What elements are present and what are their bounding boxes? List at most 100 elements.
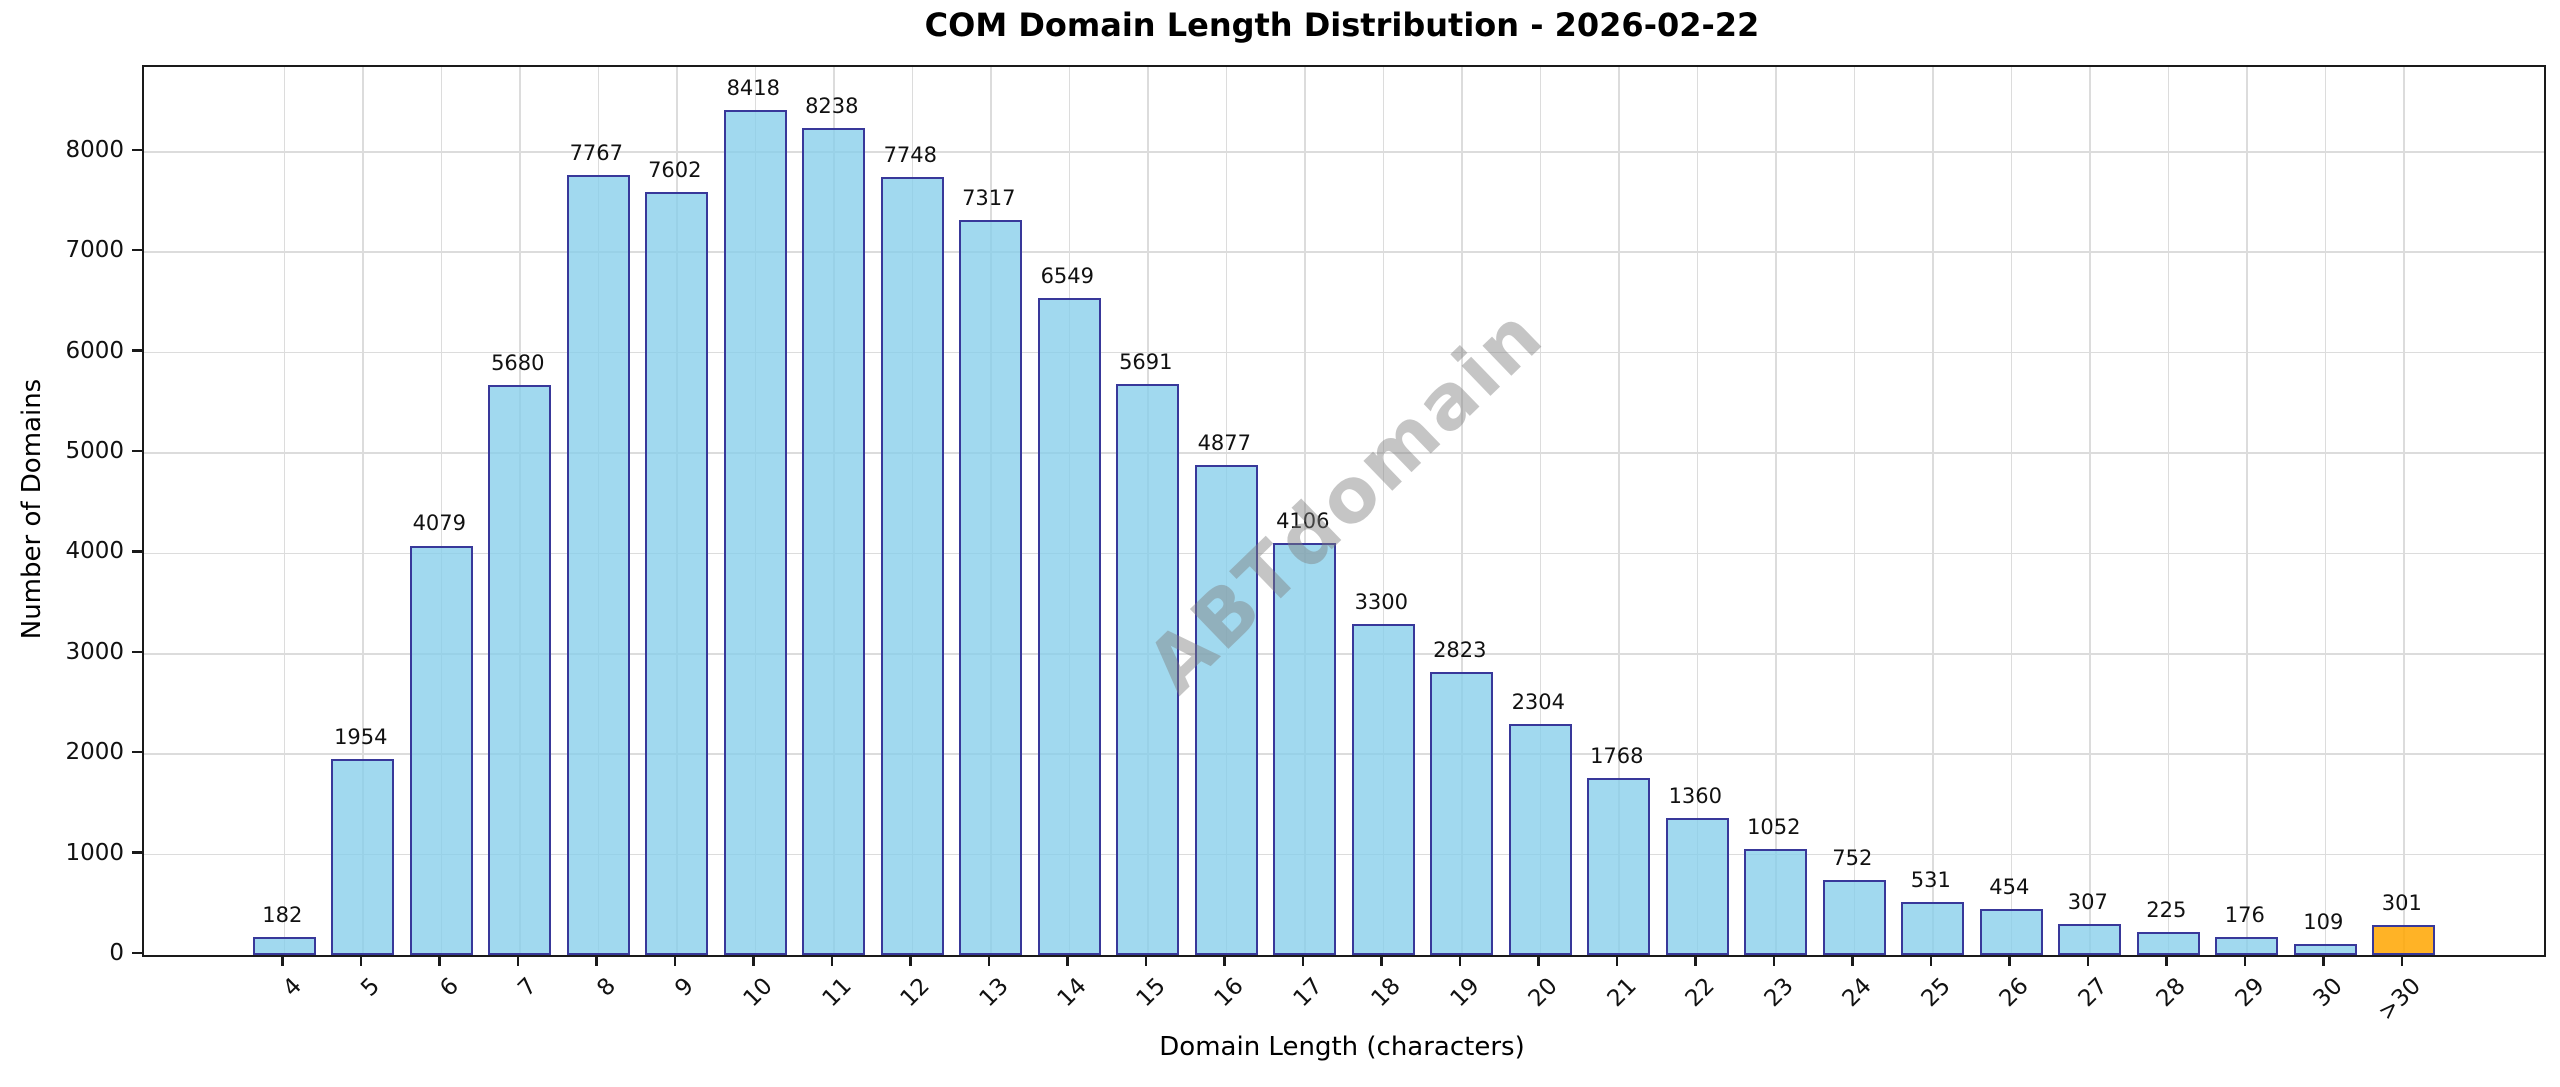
bar-value-label: 752 bbox=[1832, 845, 1873, 870]
x-tick-label: 21 bbox=[1602, 973, 1642, 1013]
y-gridline bbox=[144, 753, 2544, 755]
x-gridline bbox=[2324, 67, 2327, 955]
bar-value-label: 182 bbox=[262, 902, 303, 927]
bar bbox=[2215, 937, 2279, 955]
bar-value-label: 109 bbox=[2303, 910, 2344, 935]
y-tick-label: 1000 bbox=[65, 839, 124, 866]
x-tick-mark bbox=[1066, 955, 1069, 966]
bar bbox=[1744, 849, 1808, 955]
bar bbox=[1508, 723, 1572, 955]
x-tick-mark bbox=[438, 955, 441, 966]
x-tick-label: 26 bbox=[1994, 973, 2034, 1013]
x-tick-label: 8 bbox=[591, 973, 621, 1002]
y-tick-label: 2000 bbox=[65, 739, 124, 766]
y-gridline bbox=[144, 452, 2544, 454]
x-gridline bbox=[2010, 67, 2013, 955]
x-gridline bbox=[2089, 67, 2091, 955]
y-tick-label: 7000 bbox=[65, 237, 124, 264]
x-gridline bbox=[1696, 67, 1699, 955]
x-gridline bbox=[1618, 67, 1620, 955]
x-tick-mark bbox=[281, 955, 284, 966]
x-tick-mark bbox=[1537, 955, 1540, 966]
bar bbox=[1037, 297, 1101, 955]
bar-value-label: 7748 bbox=[883, 143, 938, 168]
bar bbox=[1430, 671, 1494, 955]
bar-value-label: 4106 bbox=[1276, 508, 1330, 533]
y-tick-label: 8000 bbox=[65, 136, 124, 163]
bar bbox=[1273, 542, 1337, 955]
bar bbox=[2136, 932, 2200, 955]
x-tick-label: 14 bbox=[1052, 973, 1092, 1013]
bar-value-label: 1954 bbox=[334, 724, 388, 749]
x-tick-label: 11 bbox=[817, 973, 857, 1013]
y-gridline bbox=[144, 653, 2544, 655]
y-gridline bbox=[144, 251, 2544, 253]
x-tick-label: 25 bbox=[1916, 973, 1956, 1013]
bar-value-label: 531 bbox=[1910, 867, 1951, 892]
x-tick-label: 20 bbox=[1523, 973, 1563, 1013]
x-gridline bbox=[1382, 67, 1385, 955]
y-tick-label: 4000 bbox=[65, 538, 124, 565]
x-tick-mark bbox=[1144, 955, 1148, 966]
x-gridline bbox=[362, 67, 364, 955]
x-tick-mark bbox=[2322, 955, 2325, 966]
x-tick-mark bbox=[2008, 955, 2011, 966]
bar-value-label: 3300 bbox=[1354, 589, 1409, 614]
x-tick-label: 29 bbox=[2230, 973, 2270, 1013]
bar bbox=[880, 177, 944, 955]
y-axis-title: Number of Domains bbox=[17, 378, 47, 640]
x-tick-label: 6 bbox=[434, 973, 464, 1002]
x-tick-label: 10 bbox=[738, 973, 778, 1013]
bar-value-label: 7602 bbox=[648, 157, 702, 182]
x-axis-title: Domain Length (characters) bbox=[1159, 1032, 1525, 1062]
x-tick-mark bbox=[595, 955, 598, 966]
x-tick-label: 18 bbox=[1366, 973, 1406, 1013]
x-tick-label: 7 bbox=[513, 973, 543, 1002]
x-tick-mark bbox=[673, 955, 677, 966]
bar-value-label: 5680 bbox=[491, 350, 545, 375]
bar-value-label: 1768 bbox=[1590, 743, 1644, 768]
bar-value-label: 7767 bbox=[569, 141, 624, 166]
x-tick-label: 17 bbox=[1288, 973, 1328, 1013]
y-gridline bbox=[144, 351, 2544, 354]
bar bbox=[1587, 777, 1651, 955]
bar-value-label: 4079 bbox=[412, 511, 467, 536]
bar-value-label: 1360 bbox=[1668, 784, 1723, 809]
x-tick-label: 12 bbox=[895, 973, 935, 1013]
bar-value-label: 307 bbox=[2067, 890, 2108, 915]
bar bbox=[2058, 924, 2122, 955]
x-tick-mark bbox=[1301, 955, 1305, 966]
x-gridline bbox=[1539, 67, 1542, 955]
x-tick-mark bbox=[1694, 955, 1697, 966]
y-tick-mark bbox=[132, 851, 142, 854]
y-gridline bbox=[144, 552, 2544, 555]
bar-value-label: 301 bbox=[2381, 890, 2422, 915]
bar bbox=[1665, 818, 1729, 955]
y-gridline bbox=[144, 853, 2544, 856]
y-gridline bbox=[144, 151, 2544, 153]
bar bbox=[252, 936, 316, 955]
bar-value-label: 6549 bbox=[1040, 263, 1095, 288]
x-gridline bbox=[1853, 67, 1856, 955]
bar-value-label: 2304 bbox=[1511, 689, 1566, 714]
x-tick-mark bbox=[1772, 955, 1776, 966]
x-gridline bbox=[2167, 67, 2170, 955]
x-tick-label: 28 bbox=[2151, 973, 2191, 1013]
bar bbox=[1351, 623, 1415, 955]
x-gridline bbox=[440, 67, 443, 955]
bar bbox=[1979, 909, 2043, 955]
x-tick-mark bbox=[2086, 955, 2090, 966]
bar bbox=[645, 191, 709, 955]
chart-title: COM Domain Length Distribution - 2026-02… bbox=[924, 6, 1760, 44]
bar bbox=[723, 109, 787, 955]
x-tick-label: 9 bbox=[670, 973, 700, 1002]
x-tick-mark bbox=[1458, 955, 1462, 966]
x-gridline bbox=[2403, 67, 2405, 955]
x-tick-label: 30 bbox=[2308, 973, 2348, 1013]
x-tick-mark bbox=[2243, 955, 2247, 966]
x-tick-mark bbox=[909, 955, 912, 966]
bar bbox=[1822, 879, 1886, 955]
bar-value-label: 454 bbox=[1989, 875, 2030, 900]
x-tick-mark bbox=[1851, 955, 1854, 966]
